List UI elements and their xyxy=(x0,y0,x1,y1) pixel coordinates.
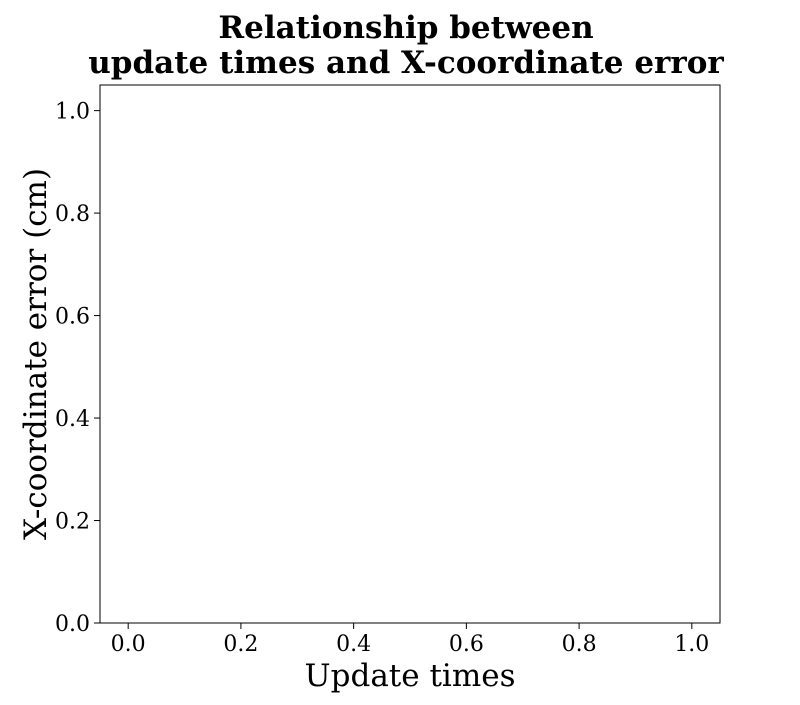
x-tick-label: 0.2 xyxy=(223,632,258,657)
x-axis: 0.0 0.2 0.4 0.6 0.8 1.0 xyxy=(111,623,709,657)
x-tick-label: 0.6 xyxy=(449,632,484,657)
plot-area-frame xyxy=(99,84,721,624)
x-tick-label: 0.4 xyxy=(336,632,371,657)
y-tick-label: 0.4 xyxy=(55,407,90,432)
y-tick-label: 0.2 xyxy=(55,510,90,535)
x-tick-label: 0.8 xyxy=(562,632,597,657)
chart-title-line-1: Relationship between xyxy=(218,10,594,46)
x-tick-label: 1.0 xyxy=(674,632,709,657)
y-tick-label: 0.6 xyxy=(55,305,90,330)
y-tick-label: 0.8 xyxy=(55,202,90,227)
y-tick-label: 0.0 xyxy=(55,612,90,637)
x-tick-label: 0.0 xyxy=(111,632,146,657)
y-axis-label: X-coordinate error (cm) xyxy=(18,168,54,540)
chart-title-line-2: update times and X-coordinate error xyxy=(88,45,724,81)
y-tick-label: 1.0 xyxy=(55,100,90,125)
y-axis: 0.0 0.2 0.4 0.6 0.8 1.0 xyxy=(55,100,100,637)
x-axis-label: Update times xyxy=(305,658,516,694)
